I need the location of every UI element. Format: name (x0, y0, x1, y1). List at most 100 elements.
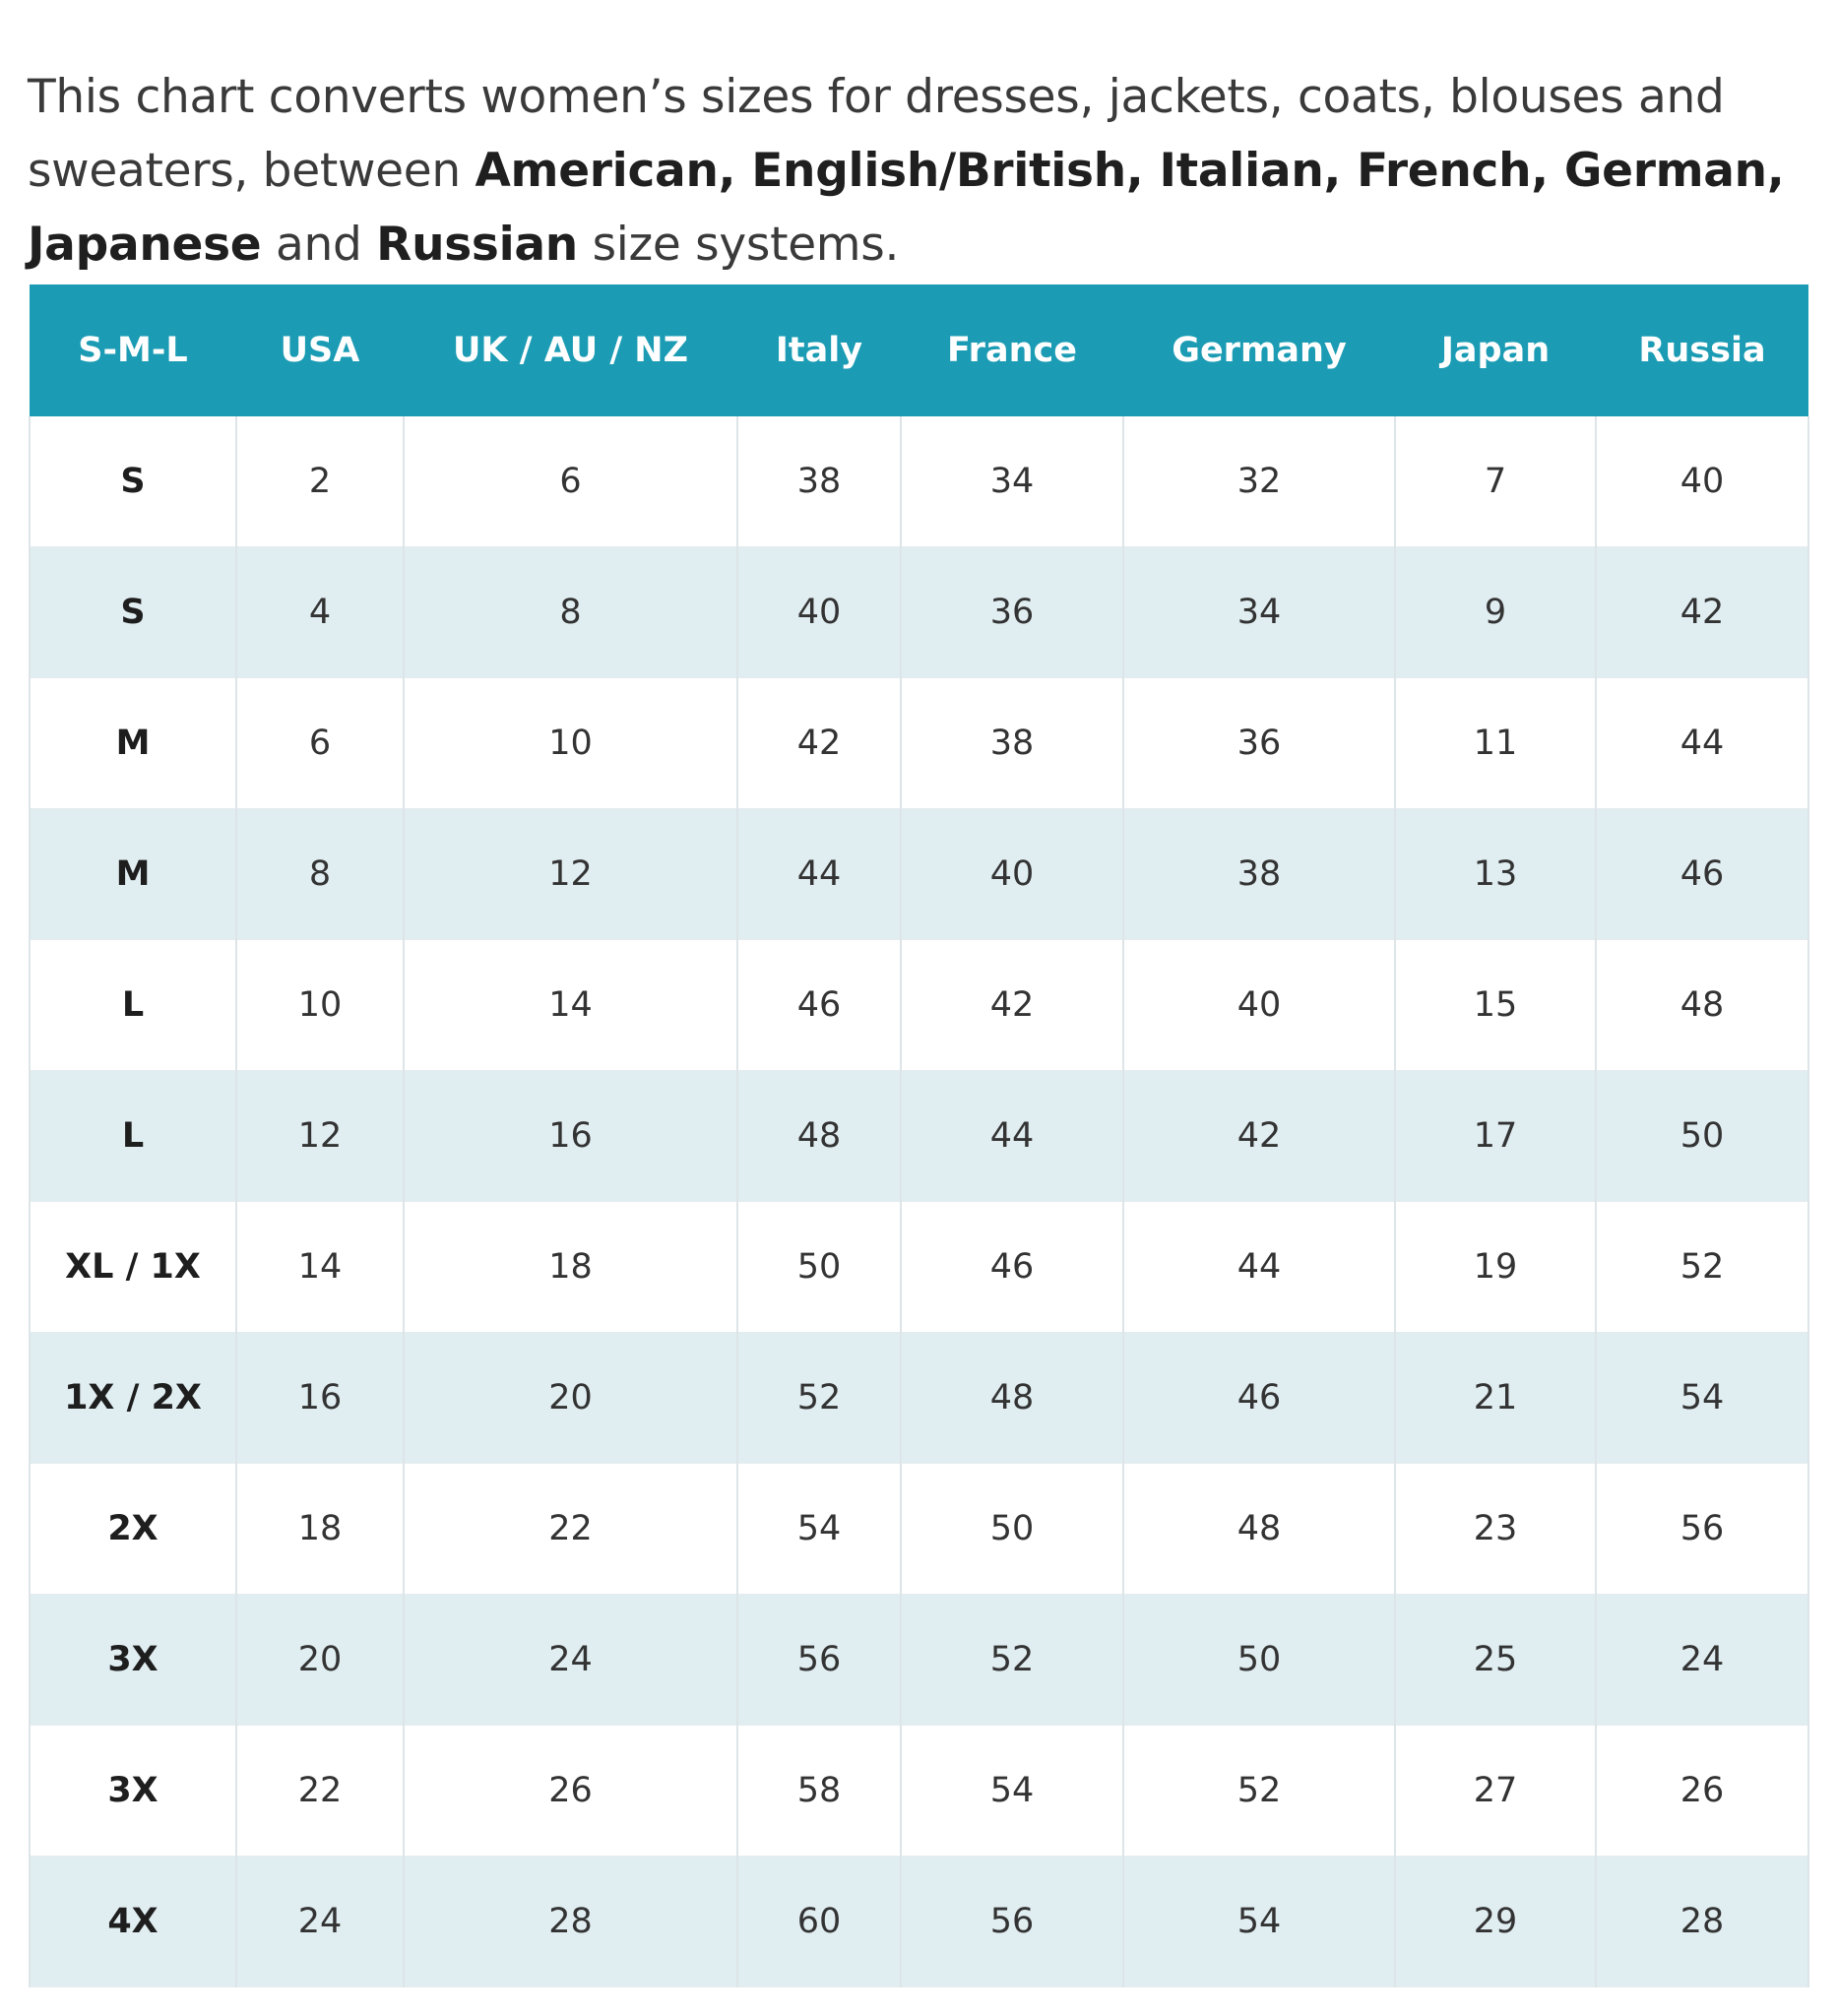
uk-au-nz-cell: 8 (403, 546, 738, 678)
usa-cell: 12 (235, 1070, 405, 1202)
table-body: S 2 6 38 34 32 7 40 S 4 8 40 36 34 9 42 M 6 10 42 38 36 11 44 M 8… (29, 416, 1809, 1987)
col-header-sml: S-M-L (30, 284, 236, 416)
france-cell: 34 (900, 416, 1124, 547)
russia-cell: 54 (1595, 1332, 1809, 1464)
russia-cell: 44 (1595, 677, 1809, 809)
italy-cell: 40 (736, 546, 902, 678)
col-header-uk-au-nz: UK / AU / NZ (404, 284, 737, 416)
france-cell: 54 (900, 1725, 1124, 1857)
intro-paragraph: This chart converts women’s sizes for dr… (28, 60, 1800, 282)
france-cell: 46 (900, 1201, 1124, 1333)
usa-cell: 18 (235, 1463, 405, 1595)
germany-cell: 50 (1122, 1594, 1396, 1726)
russia-cell: 56 (1595, 1463, 1809, 1595)
italy-cell: 56 (736, 1594, 902, 1726)
italy-cell: 52 (736, 1332, 902, 1464)
usa-cell: 20 (235, 1594, 405, 1726)
sml-cell: L (29, 939, 237, 1071)
table-row: M 8 12 44 40 38 13 46 (29, 808, 1809, 940)
france-cell: 36 (900, 546, 1124, 678)
col-header-france: France (901, 284, 1123, 416)
japan-cell: 29 (1394, 1856, 1597, 1987)
sml-cell: 1X / 2X (29, 1332, 237, 1464)
sml-cell: XL / 1X (29, 1201, 237, 1333)
japan-cell: 7 (1394, 416, 1597, 547)
uk-au-nz-cell: 28 (403, 1856, 738, 1987)
italy-cell: 50 (736, 1201, 902, 1333)
sml-cell: S (29, 546, 237, 678)
table-row: 1X / 2X 16 20 52 48 46 21 54 (29, 1332, 1809, 1464)
japan-cell: 27 (1394, 1725, 1597, 1857)
col-header-russia: Russia (1596, 284, 1808, 416)
intro-systems-bold: American, English/British, Italian, Fren… (28, 144, 1785, 272)
table-row: L 10 14 46 42 40 15 48 (29, 939, 1809, 1071)
germany-cell: 48 (1122, 1463, 1396, 1595)
header-row: S-M-L USA UK / AU / NZ Italy France Germany Ja… (30, 284, 1808, 416)
france-cell: 50 (900, 1463, 1124, 1595)
russia-cell: 24 (1595, 1594, 1809, 1726)
japan-cell: 23 (1394, 1463, 1597, 1595)
france-cell: 38 (900, 677, 1124, 809)
france-cell: 44 (900, 1070, 1124, 1202)
uk-au-nz-cell: 22 (403, 1463, 738, 1595)
intro-tail: size systems. (577, 218, 900, 272)
italy-cell: 58 (736, 1725, 902, 1857)
japan-cell: 9 (1394, 546, 1597, 678)
japan-cell: 15 (1394, 939, 1597, 1071)
sml-cell: 3X (29, 1725, 237, 1857)
uk-au-nz-cell: 20 (403, 1332, 738, 1464)
russia-cell: 52 (1595, 1201, 1809, 1333)
russia-cell: 50 (1595, 1070, 1809, 1202)
germany-cell: 52 (1122, 1725, 1396, 1857)
germany-cell: 34 (1122, 546, 1396, 678)
france-cell: 42 (900, 939, 1124, 1071)
col-header-japan: Japan (1395, 284, 1596, 416)
table-row: 3X 22 26 58 54 52 27 26 (29, 1725, 1809, 1857)
sml-cell: L (29, 1070, 237, 1202)
germany-cell: 54 (1122, 1856, 1396, 1987)
table-row: XL / 1X 14 18 50 46 44 19 52 (29, 1201, 1809, 1333)
table-row: L 12 16 48 44 42 17 50 (29, 1070, 1809, 1202)
uk-au-nz-cell: 18 (403, 1201, 738, 1333)
sml-cell: 4X (29, 1856, 237, 1987)
col-header-italy: Italy (737, 284, 901, 416)
japan-cell: 17 (1394, 1070, 1597, 1202)
italy-cell: 48 (736, 1070, 902, 1202)
sml-cell: M (29, 808, 237, 940)
italy-cell: 54 (736, 1463, 902, 1595)
table-row: 3X 20 24 56 52 50 25 24 (29, 1594, 1809, 1726)
germany-cell: 36 (1122, 677, 1396, 809)
italy-cell: 60 (736, 1856, 902, 1987)
uk-au-nz-cell: 6 (403, 416, 738, 547)
italy-cell: 46 (736, 939, 902, 1071)
uk-au-nz-cell: 12 (403, 808, 738, 940)
uk-au-nz-cell: 10 (403, 677, 738, 809)
germany-cell: 32 (1122, 416, 1396, 547)
intro-text: This chart converts women’s sizes for dr… (28, 70, 1725, 198)
france-cell: 48 (900, 1332, 1124, 1464)
uk-au-nz-cell: 14 (403, 939, 738, 1071)
table-row: S 2 6 38 34 32 7 40 (29, 416, 1809, 547)
usa-cell: 14 (235, 1201, 405, 1333)
france-cell: 52 (900, 1594, 1124, 1726)
size-conversion-table: S-M-L USA UK / AU / NZ Italy France Germany Ja… (29, 284, 1809, 1987)
sml-cell: S (29, 416, 237, 547)
russia-cell: 28 (1595, 1856, 1809, 1987)
uk-au-nz-cell: 16 (403, 1070, 738, 1202)
uk-au-nz-cell: 24 (403, 1594, 738, 1726)
russia-cell: 46 (1595, 808, 1809, 940)
sml-cell: 3X (29, 1594, 237, 1726)
russia-cell: 42 (1595, 546, 1809, 678)
france-cell: 40 (900, 808, 1124, 940)
germany-cell: 40 (1122, 939, 1396, 1071)
japan-cell: 25 (1394, 1594, 1597, 1726)
japan-cell: 19 (1394, 1201, 1597, 1333)
table-row: 4X 24 28 60 56 54 29 28 (29, 1856, 1809, 1987)
usa-cell: 22 (235, 1725, 405, 1857)
japan-cell: 21 (1394, 1332, 1597, 1464)
usa-cell: 8 (235, 808, 405, 940)
table-row: S 4 8 40 36 34 9 42 (29, 546, 1809, 678)
germany-cell: 38 (1122, 808, 1396, 940)
col-header-germany: Germany (1123, 284, 1395, 416)
usa-cell: 10 (235, 939, 405, 1071)
